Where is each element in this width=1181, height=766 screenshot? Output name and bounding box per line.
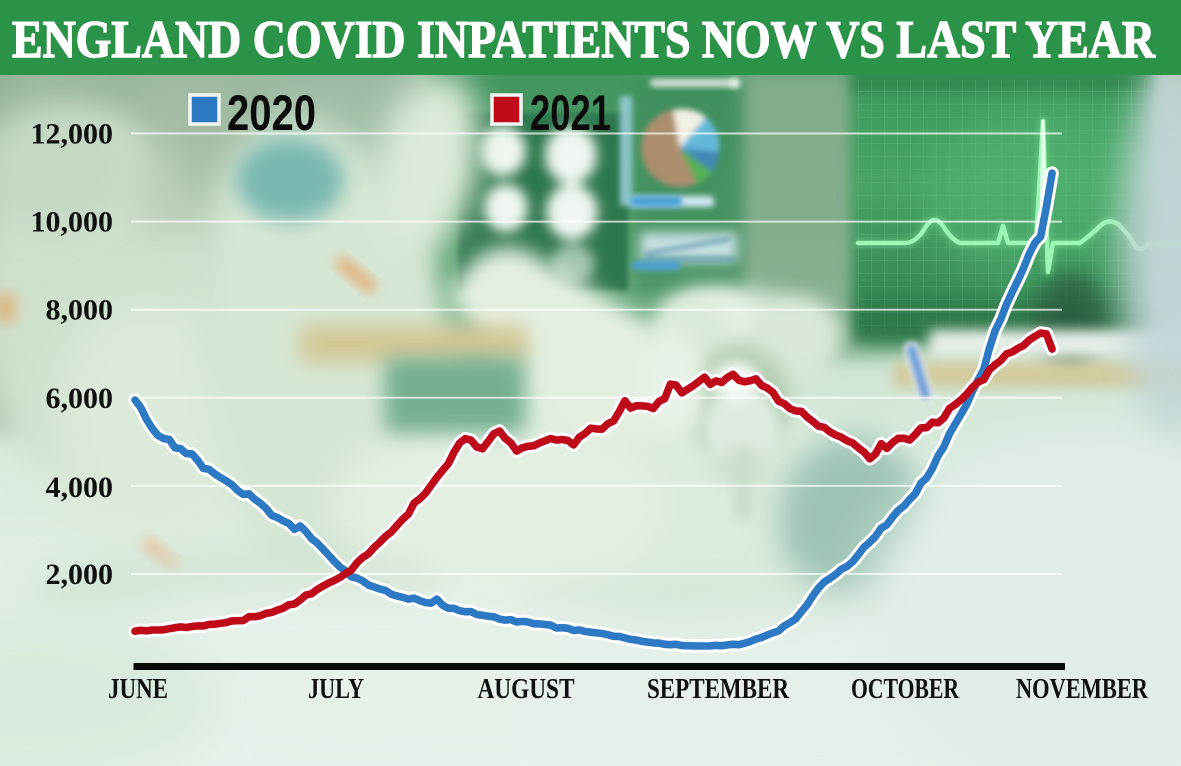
svg-text:2,000: 2,000 xyxy=(46,558,114,591)
svg-text:JULY: JULY xyxy=(308,673,364,705)
svg-text:OCTOBER: OCTOBER xyxy=(851,673,960,705)
svg-text:AUGUST: AUGUST xyxy=(478,673,575,705)
svg-text:12,000: 12,000 xyxy=(31,118,114,151)
svg-text:SEPTEMBER: SEPTEMBER xyxy=(647,673,790,705)
svg-text:ENGLAND COVID INPATIENTS NOW V: ENGLAND COVID INPATIENTS NOW VS LAST YEA… xyxy=(12,11,1156,69)
svg-text:2020: 2020 xyxy=(227,85,316,141)
svg-text:4,000: 4,000 xyxy=(46,471,114,504)
svg-text:JUNE: JUNE xyxy=(108,673,168,705)
svg-text:10,000: 10,000 xyxy=(31,206,114,239)
svg-text:8,000: 8,000 xyxy=(46,294,114,327)
svg-text:2021: 2021 xyxy=(530,85,611,141)
svg-text:6,000: 6,000 xyxy=(46,382,114,415)
svg-text:NOVEMBER: NOVEMBER xyxy=(1016,673,1149,705)
